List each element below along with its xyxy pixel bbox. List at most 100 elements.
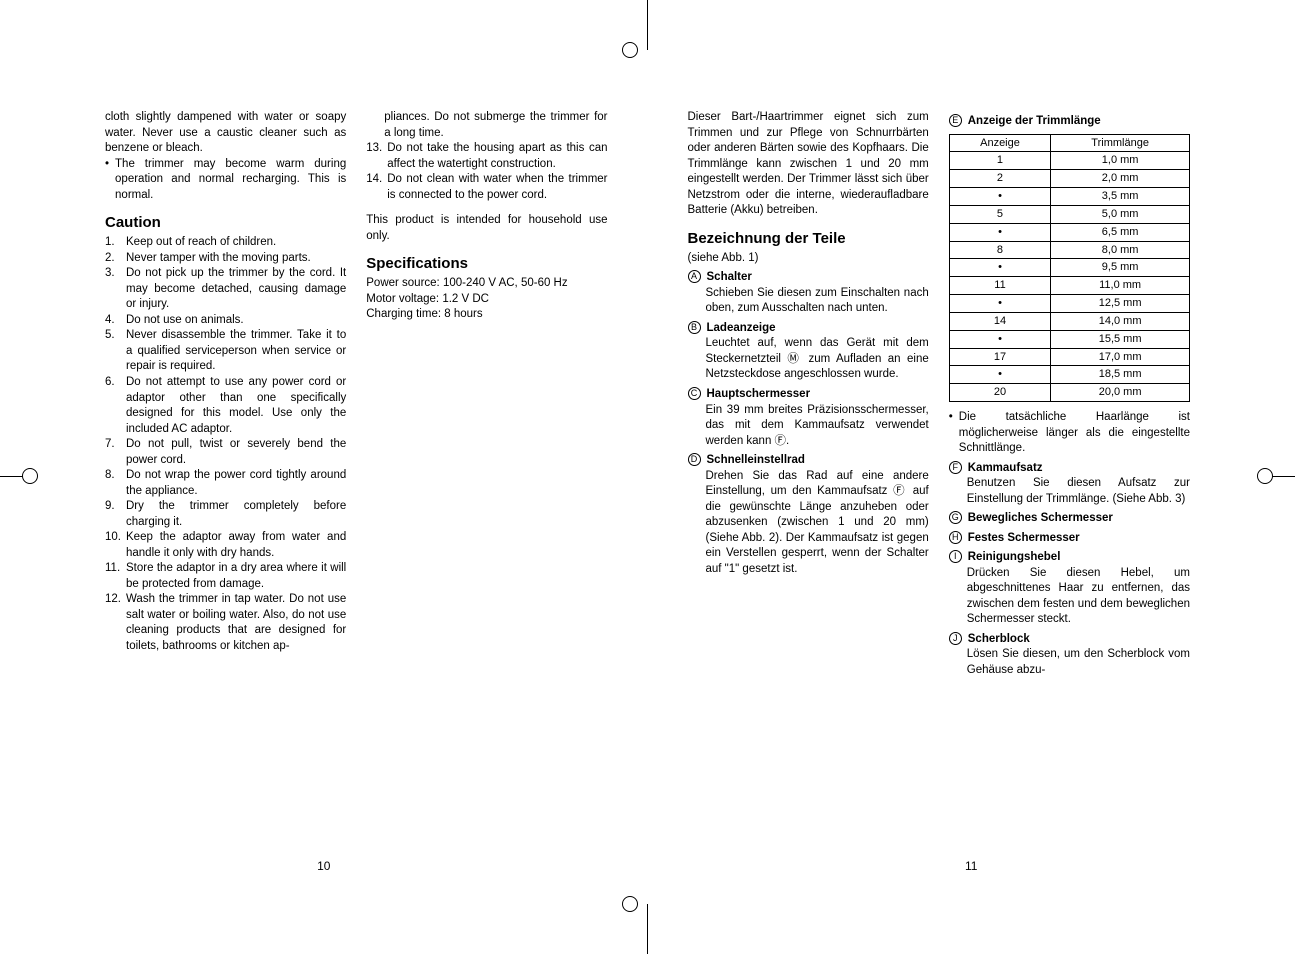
table-cell: 1,0 mm (1051, 152, 1190, 170)
table-cell: 20 (949, 384, 1050, 402)
table-cell: 8 (949, 241, 1050, 259)
part-item: J Scherblock (949, 632, 1190, 648)
circled-letter: E (949, 114, 962, 127)
circled-letter: I (949, 550, 962, 563)
crop-mark (647, 904, 648, 954)
household-note: This product is intended for household u… (366, 213, 607, 244)
list-num: 14. (366, 172, 384, 203)
page-right: Dieser Bart-/Haartrimmer eignet sich zum… (648, 80, 1295, 884)
part-title: Hauptschermesser (707, 387, 929, 403)
part-title: Bewegliches Schermesser (968, 511, 1190, 527)
intro-para: cloth slightly dampened with water or so… (105, 110, 346, 157)
table-row: •15,5 mm (949, 330, 1189, 348)
circled-letter: J (949, 632, 962, 645)
table-cell: 14 (949, 312, 1050, 330)
table-row: 22,0 mm (949, 170, 1189, 188)
part-title: Ladeanzeige (707, 321, 929, 337)
part-item: HFestes Schermesser (949, 531, 1190, 547)
crop-mark (622, 896, 638, 912)
circled-letter: H (949, 531, 962, 544)
circled-letter: D (688, 453, 701, 466)
table-row: •12,5 mm (949, 295, 1189, 313)
list-text: Dry the trimmer completely before chargi… (126, 499, 346, 530)
table-row: •3,5 mm (949, 188, 1189, 206)
spread: cloth slightly dampened with water or so… (0, 0, 1295, 954)
table-cell: 6,5 mm (1051, 223, 1190, 241)
table-cell: • (949, 366, 1050, 384)
part-item: BLadeanzeige (688, 321, 929, 337)
table-row: 55,0 mm (949, 205, 1189, 223)
part-item: E Anzeige der Trimmlänge (949, 114, 1190, 130)
circled-letter: F (949, 461, 962, 474)
bullet-text: Die tatsächliche Haarlänge ist möglicher… (959, 410, 1190, 457)
table-header-row: AnzeigeTrimmlänge (949, 134, 1189, 152)
caution-item: 2.Never tamper with the moving parts. (105, 251, 346, 267)
table-cell: 11,0 mm (1051, 277, 1190, 295)
part-title: Schnelleinstellrad (707, 453, 929, 469)
caution-heading: Caution (105, 213, 346, 233)
caution-item: 12.Wash the trimmer in tap water. Do not… (105, 592, 346, 654)
table-cell: 5 (949, 205, 1050, 223)
circled-letter: C (688, 387, 701, 400)
list-text: Do not pull, twist or severely bend the … (126, 437, 346, 468)
spec-line: Power source: 100-240 V AC, 50-60 Hz (366, 276, 607, 292)
circled-letter: A (688, 270, 701, 283)
intro-de: Dieser Bart-/Haartrimmer eignet sich zum… (688, 110, 929, 219)
parts-heading: Bezeichnung der Teile (688, 229, 929, 249)
spec-line: Charging time: 8 hours (366, 307, 607, 323)
table-cell: • (949, 259, 1050, 277)
table-row: 11,0 mm (949, 152, 1189, 170)
table-cell: 15,5 mm (1051, 330, 1190, 348)
list-text: Never disassemble the trimmer. Take it t… (126, 328, 346, 375)
parts-list-col1: ASchalterSchieben Sie diesen zum Einscha… (688, 270, 929, 577)
col-left-2: pliances. Do not submerge the trimmer fo… (366, 110, 607, 884)
caution-item: 8.Do not wrap the power cord tightly aro… (105, 468, 346, 499)
list-num: 4. (105, 313, 123, 329)
part-body: Ein 39 mm breites Präzisionsschermesser,… (706, 403, 929, 450)
caution-12-cont: pliances. Do not submerge the trimmer fo… (384, 110, 607, 141)
caution-item: 10.Keep the adaptor away from water and … (105, 530, 346, 561)
list-text: Never tamper with the moving parts. (126, 251, 346, 267)
list-text: Keep the adaptor away from water and han… (126, 530, 346, 561)
crop-mark (622, 42, 638, 58)
parts-subheading: (siehe Abb. 1) (688, 251, 929, 267)
table-cell: 3,5 mm (1051, 188, 1190, 206)
part-item: IReinigungshebel (949, 550, 1190, 566)
list-num: 2. (105, 251, 123, 267)
table-row: 1717,0 mm (949, 348, 1189, 366)
columns-right: Dieser Bart-/Haartrimmer eignet sich zum… (688, 110, 1191, 884)
table-row: •6,5 mm (949, 223, 1189, 241)
list-text: Do not wrap the power cord tightly aroun… (126, 468, 346, 499)
table-cell: 17 (949, 348, 1050, 366)
table-cell: 2,0 mm (1051, 170, 1190, 188)
part-title: Anzeige der Trimmlänge (968, 114, 1190, 130)
col-right-1: Dieser Bart-/Haartrimmer eignet sich zum… (688, 110, 929, 884)
table-cell: • (949, 188, 1050, 206)
part-item: GBewegliches Schermesser (949, 511, 1190, 527)
part-title: Scherblock (968, 632, 1190, 648)
part-body: Leuchtet auf, wenn das Gerät mit dem Ste… (706, 336, 929, 383)
list-num: 9. (105, 499, 123, 530)
col-right-2: E Anzeige der Trimmlänge AnzeigeTrimmlän… (949, 110, 1190, 884)
part-title: Schalter (707, 270, 929, 286)
table-header-cell: Anzeige (949, 134, 1050, 152)
table-row: 88,0 mm (949, 241, 1189, 259)
list-text: Do not clean with water when the trimmer… (387, 172, 607, 203)
table-cell: 1 (949, 152, 1050, 170)
page-wrapper: cloth slightly dampened with water or so… (0, 0, 1295, 954)
list-text: Do not use on animals. (126, 313, 346, 329)
table-cell: • (949, 330, 1050, 348)
caution-item: 7.Do not pull, twist or severely bend th… (105, 437, 346, 468)
part-title: Kammaufsatz (968, 461, 1190, 477)
parts-list-col2: FKammaufsatzBenutzen Sie diesen Aufsatz … (949, 461, 1190, 679)
col-left-1: cloth slightly dampened with water or so… (105, 110, 346, 884)
part-body: Drücken Sie diesen Hebel, um abgeschnitt… (967, 566, 1190, 628)
list-text: Do not take the housing apart as this ca… (387, 141, 607, 172)
list-num: 3. (105, 266, 123, 313)
list-text: Wash the trimmer in tap water. Do not us… (126, 592, 346, 654)
list-text: Keep out of reach of children. (126, 235, 346, 251)
table-cell: 14,0 mm (1051, 312, 1190, 330)
list-num: 10. (105, 530, 123, 561)
spec-line: Motor voltage: 1.2 V DC (366, 292, 607, 308)
caution-list-cont: 13.Do not take the housing apart as this… (366, 141, 607, 203)
